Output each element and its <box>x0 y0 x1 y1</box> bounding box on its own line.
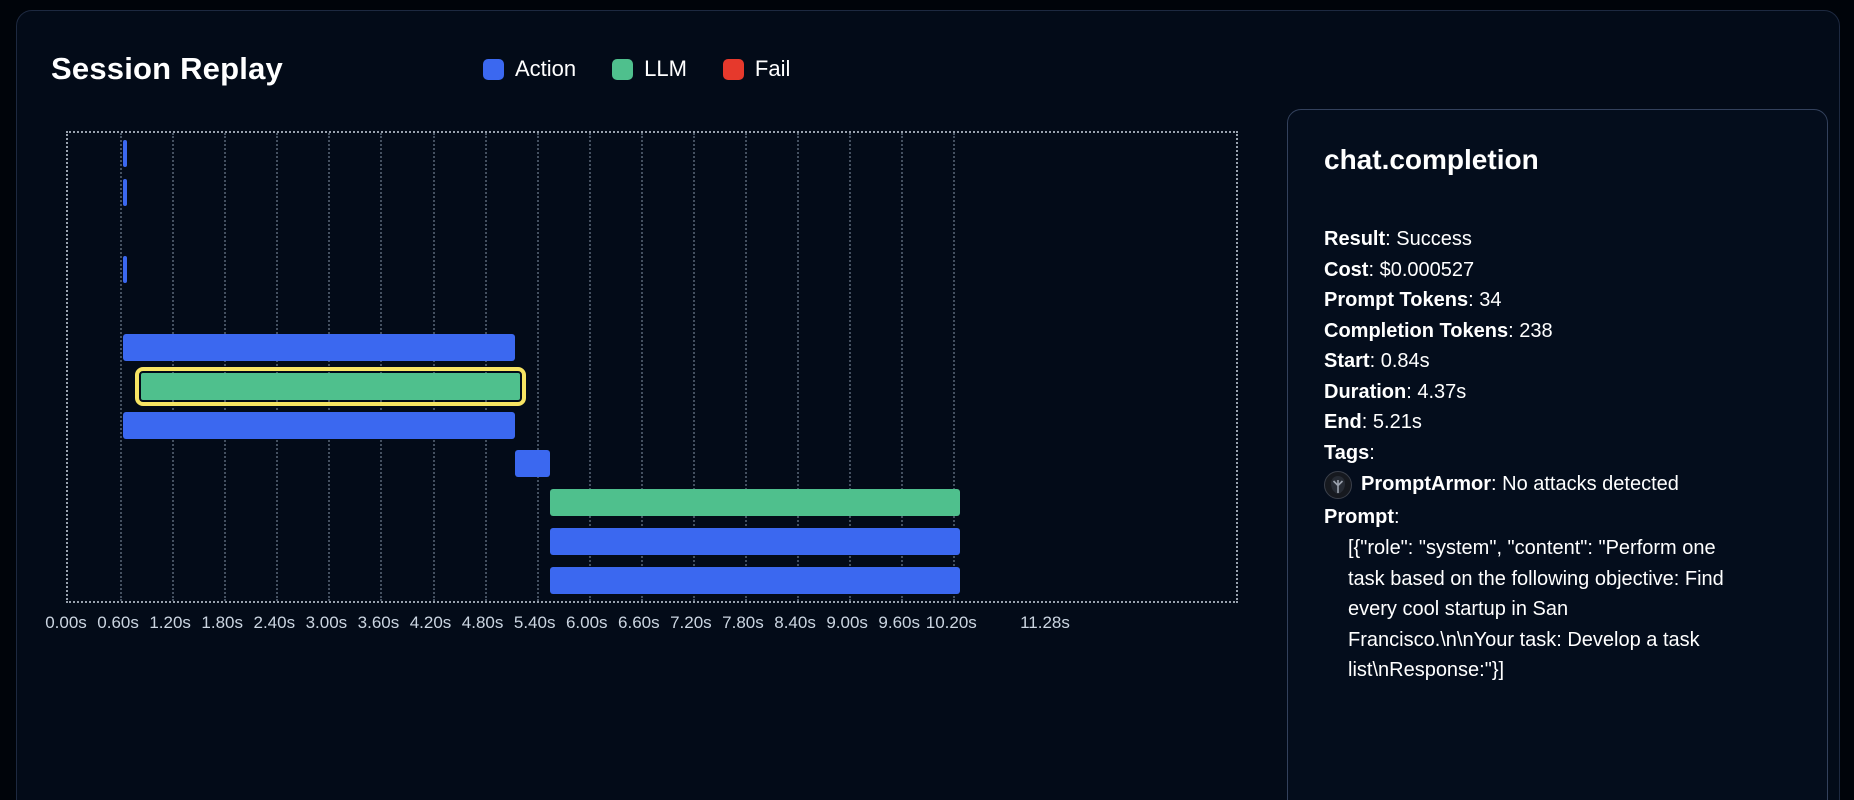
time-axis: 0.00s 0.60s 1.20s 1.80s 2.40s 3.00s 3.60s 4.20s… <box>45 613 1238 639</box>
header: Session Replay Action LLM Fail <box>51 51 790 87</box>
detail-field-label: Prompt Tokens <box>1324 289 1469 311</box>
llm-span[interactable] <box>549 489 961 517</box>
promptarmor-icon <box>1324 470 1352 499</box>
detail-field-label: Result <box>1324 228 1386 250</box>
detail-field-completion-tokens: Completion Tokens: 238 <box>1324 319 1553 342</box>
legend-swatch <box>482 58 504 80</box>
axis-tick-label: 7.80s <box>722 613 764 632</box>
detail-field-label: Cost <box>1324 258 1369 281</box>
page-title: Session Replay <box>51 51 283 86</box>
axis-tick-label: 8.40s <box>774 613 816 632</box>
detail-field-label: End <box>1324 411 1362 433</box>
detail-field-duration: Duration: 4.37s <box>1324 380 1467 403</box>
axis-tick-label: 5.40s <box>513 613 556 632</box>
gridline <box>276 133 279 601</box>
legend: Action LLM Fail <box>482 56 791 82</box>
detail-field-tags: Tags: <box>1324 441 1375 464</box>
axis-tick-label: 3.60s <box>357 613 400 632</box>
prompt-label: Prompt: <box>1324 506 1400 528</box>
axis-tick-label: 1.80s <box>201 613 244 632</box>
legend-label: LLM <box>644 56 687 81</box>
promptarmor-result: PromptArmor: No attacks detected <box>1324 468 1791 501</box>
action-span[interactable] <box>549 528 961 555</box>
axis-tick-label: 11.28s <box>1020 613 1070 632</box>
action-span[interactable] <box>122 411 515 439</box>
gridline <box>588 133 591 601</box>
gridline <box>172 133 175 601</box>
axis-tick-label: 6.00s <box>565 613 608 632</box>
axis-tick-label: 7.20s <box>670 613 712 632</box>
legend-item-llm[interactable]: LLM <box>612 56 687 82</box>
detail-field-label: Completion Tokens <box>1324 319 1509 342</box>
legend-swatch <box>612 58 634 80</box>
span-title: chat.completion <box>1324 144 1539 175</box>
gridline <box>328 133 331 601</box>
promptarmor-label: PromptArmor <box>1361 473 1492 495</box>
detail-field-start: Start: 0.84s <box>1324 350 1430 372</box>
gridline <box>536 133 539 601</box>
axis-tick-label: 9.00s <box>826 613 868 632</box>
axis-tick-label: 10.20s <box>925 613 977 632</box>
action-span[interactable] <box>122 256 127 284</box>
action-span[interactable] <box>549 566 961 594</box>
gridline <box>692 133 695 601</box>
selected-llm-span[interactable] <box>134 366 527 406</box>
promptarmor-text: PromptArmor: No attacks detected <box>1361 468 1679 501</box>
gridline <box>120 133 123 601</box>
axis-tick-label: 0.60s <box>97 613 139 632</box>
session-replay-card: Session Replay Action LLM Fail 0.00s 0.60s 1… <box>16 10 1840 800</box>
action-span[interactable] <box>122 334 515 361</box>
legend-label: Fail <box>754 56 791 81</box>
detail-field-prompt-tokens: Prompt Tokens: 34 <box>1324 289 1502 311</box>
axis-tick-label: 3.00s <box>305 613 348 632</box>
legend-item-fail[interactable]: Fail <box>722 56 791 82</box>
axis-tick-label: 2.40s <box>253 613 296 632</box>
detail-field-end: End: 5.21s <box>1324 411 1422 433</box>
axis-tick-label: 4.80s <box>461 613 504 632</box>
detail-field-cost: Cost: $0.000527 <box>1324 258 1475 281</box>
axis-tick-label: 4.20s <box>409 613 452 632</box>
legend-label: Action <box>514 56 577 81</box>
gridline <box>224 133 227 601</box>
legend-item-action[interactable]: Action <box>482 56 577 82</box>
gridline <box>953 133 956 601</box>
gridline <box>380 133 383 601</box>
gridline <box>901 133 904 601</box>
gridline <box>640 133 643 601</box>
action-span[interactable] <box>122 178 127 206</box>
action-span[interactable] <box>514 450 550 478</box>
detail-field-label: Duration <box>1324 380 1407 403</box>
axis-tick-label: 6.60s <box>618 613 660 632</box>
detail-field-label: Tags <box>1324 441 1370 464</box>
gridline <box>849 133 852 601</box>
prompt-content: [{"role": "system", "content": "Perform … <box>1348 537 1724 681</box>
promptarmor-value: : No attacks detected <box>1491 473 1679 495</box>
gridline <box>432 133 435 601</box>
legend-swatch <box>722 58 744 80</box>
gridline <box>484 133 487 601</box>
session-timeline-chart <box>66 131 1238 603</box>
gridline <box>744 133 747 601</box>
axis-tick-label: 1.20s <box>149 613 191 632</box>
span-detail-fields: Result: Success Cost: $0.000527 Prompt Tok… <box>1324 224 1791 468</box>
axis-tick-label: 0.00s <box>45 613 87 632</box>
span-details-panel: chat.completion Result: Success Cost: $0.… <box>1287 109 1828 800</box>
action-span[interactable] <box>122 140 127 167</box>
axis-tick-label: 9.60s <box>878 613 920 632</box>
detail-field-label: Start <box>1324 350 1370 372</box>
detail-field-result: Result: Success <box>1324 228 1472 250</box>
gridline <box>797 133 800 601</box>
